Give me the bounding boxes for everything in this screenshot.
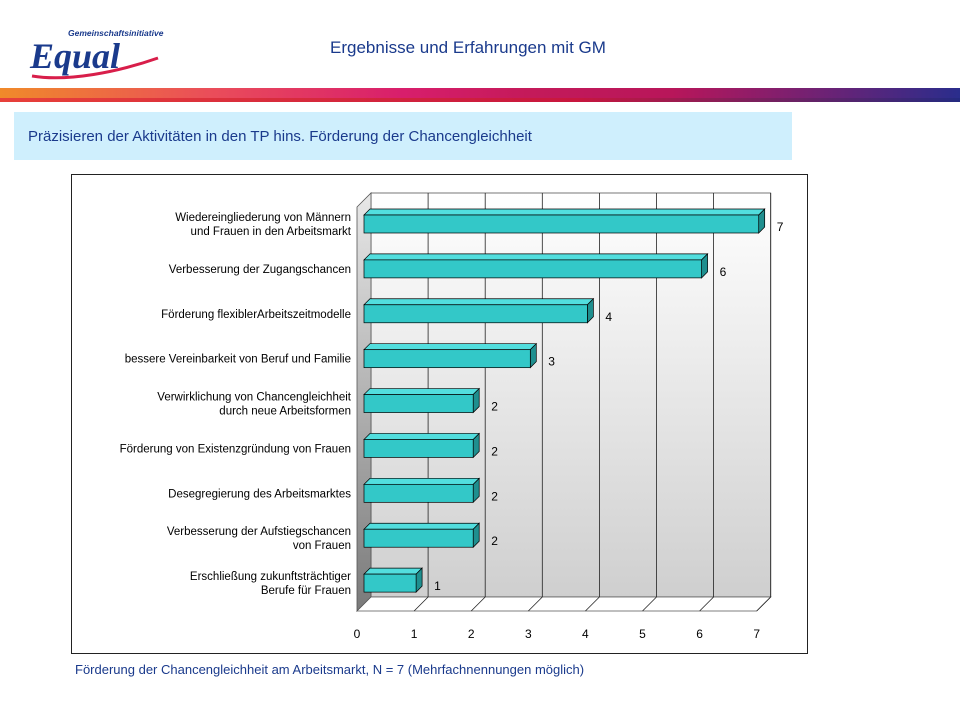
header-stripe-accent xyxy=(0,98,960,102)
bar xyxy=(363,573,417,593)
bar xyxy=(363,439,474,458)
x-tick-label: 0 xyxy=(354,627,361,641)
logo-swoosh xyxy=(31,56,159,80)
logo-wordmark: Equal xyxy=(29,36,120,76)
data-label: 7 xyxy=(777,220,784,234)
category-label: Verwirklichung von Chancengleichheit xyxy=(157,392,352,404)
data-label: 2 xyxy=(491,400,498,414)
bar-chart: 0 1 2 3 4 5 6 7 7 Wiedereingliederung von Männern… xyxy=(120,192,784,641)
gridline-floor xyxy=(699,596,714,612)
bar-top xyxy=(363,343,538,351)
subtitle-text: Präzisieren der Aktivitäten in den TP hi… xyxy=(28,127,532,145)
chart-frame: 0 1 2 3 4 5 6 7 7 Wiedereingliederung von Männern… xyxy=(71,174,808,654)
gridline-floor xyxy=(528,596,543,612)
gridline-floor xyxy=(470,596,486,612)
gridline-floor xyxy=(585,596,600,612)
bar xyxy=(363,483,474,503)
category-label: Förderung von Existenzgründung von Fraue… xyxy=(120,443,351,455)
bar-top xyxy=(363,388,481,395)
subtitle-banner: Präzisieren der Aktivitäten in den TP hi… xyxy=(14,112,792,160)
x-tick-label: 6 xyxy=(696,627,703,641)
category-label: durch neue Arbeitsformen xyxy=(219,406,351,418)
chart-floor xyxy=(356,596,772,612)
category-label: Berufe für Frauen xyxy=(261,585,351,597)
x-tick-label: 7 xyxy=(753,627,760,641)
x-tick-label: 2 xyxy=(468,627,475,641)
bar-top xyxy=(363,433,481,440)
category-label: Erschließung zukunftsträchtiger xyxy=(190,571,351,583)
category-label: Wiedereingliederung von Männern xyxy=(175,212,351,224)
bar-top xyxy=(363,253,709,261)
gridline-floor xyxy=(413,596,429,612)
slide-title: Ergebnisse und Erfahrungen mit GM xyxy=(330,38,606,57)
bar xyxy=(363,349,531,369)
chart-caption: Förderung der Chancengleichheit am Arbei… xyxy=(75,662,585,677)
category-label: und Frauen in den Arbeitsmarkt xyxy=(191,226,352,238)
bar-top xyxy=(363,522,481,530)
data-label: 6 xyxy=(720,265,727,279)
bar xyxy=(363,394,474,413)
category-label: Verbesserung der Aufstiegschancen xyxy=(167,526,351,538)
data-label: 2 xyxy=(491,489,498,503)
bar-top xyxy=(363,208,766,216)
data-label: 1 xyxy=(434,579,441,593)
x-tick-label: 3 xyxy=(525,627,532,641)
x-tick-label: 1 xyxy=(411,627,418,641)
category-label: Verbesserung der Zugangschancen xyxy=(169,264,351,276)
gridline-floor xyxy=(756,596,771,612)
x-tick-label: 4 xyxy=(582,627,589,641)
gridline-floor xyxy=(642,596,657,612)
data-label: 2 xyxy=(491,534,498,548)
data-label: 2 xyxy=(491,444,498,458)
bar xyxy=(363,304,588,324)
equal-logo: Gemeinschaftsinitiative Equal xyxy=(29,28,164,80)
category-label: Desegregierung des Arbeitsmarktes xyxy=(168,488,351,500)
logo-subtext: Gemeinschaftsinitiative xyxy=(68,28,164,38)
category-label: bessere Vereinbarkeit von Beruf und Fami… xyxy=(125,354,351,366)
category-label: von Frauen xyxy=(293,540,351,552)
data-label: 4 xyxy=(605,310,612,324)
bar xyxy=(363,214,760,234)
data-label: 3 xyxy=(548,355,555,369)
bar-top xyxy=(363,567,423,575)
bar xyxy=(363,528,474,548)
bar xyxy=(363,259,702,279)
bar-top xyxy=(363,477,481,485)
x-tick-label: 5 xyxy=(639,627,646,641)
category-label: Förderung flexiblerArbeitszeitmodelle xyxy=(161,309,351,321)
bar-top xyxy=(363,298,595,306)
